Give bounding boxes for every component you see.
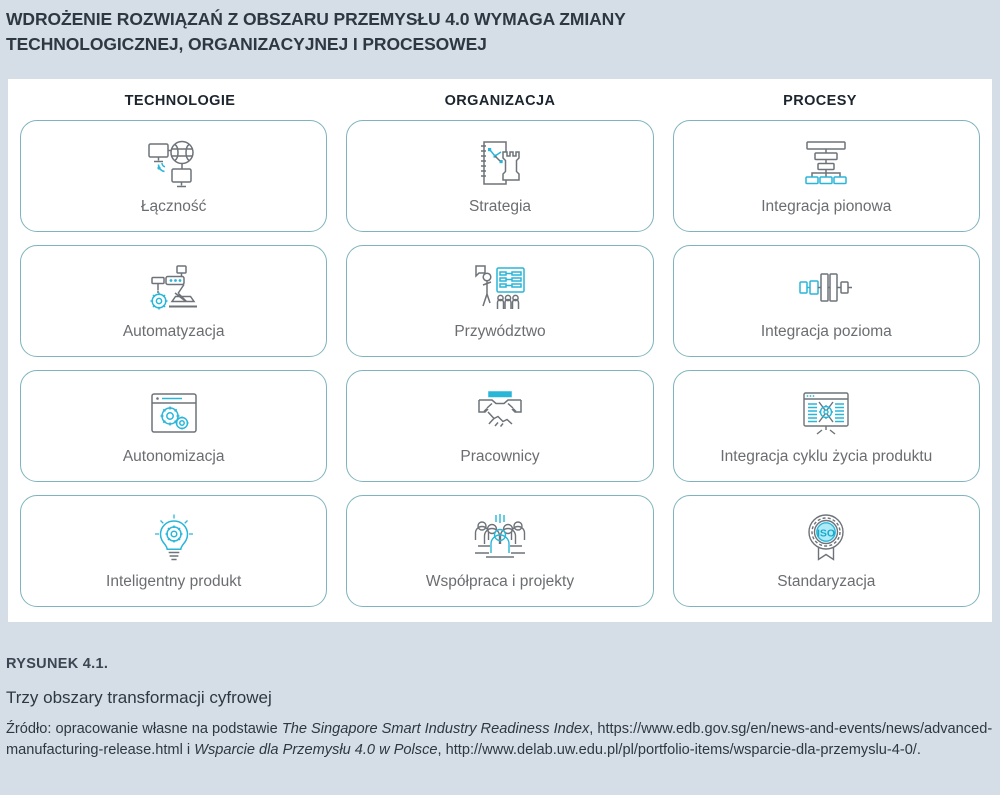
card-wspolpraca-i-projekty[interactable]: Współpraca i projekty xyxy=(346,495,654,607)
card-label: Autonomizacja xyxy=(122,448,225,466)
card-label: Integracja cyklu życia produktu xyxy=(720,448,933,466)
card-label: Pracownicy xyxy=(460,448,540,466)
browser-gears-icon xyxy=(148,387,200,439)
page-title: WDROŻENIE ROZWIĄZAŃ Z OBSZARU PRZEMYSŁU … xyxy=(0,0,1000,57)
card-autonomizacja[interactable]: Autonomizacja xyxy=(20,370,328,482)
card-label: Inteligentny produkt xyxy=(106,573,242,591)
lifecycle-board-icon xyxy=(799,387,853,439)
chess-rook-plan-icon xyxy=(475,137,525,189)
source-title-1: The Singapore Smart Industry Readiness I… xyxy=(281,721,590,737)
cards-grid: Łączność xyxy=(8,109,992,619)
column-technologie: Łączność xyxy=(20,120,328,607)
column-header-technologie: TECHNOLOGIE xyxy=(124,93,236,109)
figure-number: RYSUNEK 4.1. xyxy=(6,656,109,672)
card-integracja-cyklu-zycia-produktu[interactable]: Integracja cyklu życia produktu xyxy=(672,370,980,482)
page-title-line-1: WDROŻENIE ROZWIĄZAŃ Z OBSZARU PRZEMYSŁU … xyxy=(6,9,626,29)
horizontal-flow-icon xyxy=(797,262,855,314)
connectivity-icon xyxy=(145,137,203,189)
column-organizacja: Strategia xyxy=(346,120,654,607)
card-label: Współpraca i projekty xyxy=(425,573,575,591)
svg-text:ISO: ISO xyxy=(817,528,835,540)
column-headers-row: TECHNOLOGIE ORGANIZACJA PROCESY xyxy=(8,79,992,109)
handshake-icon xyxy=(473,387,527,439)
source-prefix: Źródło: opracowanie własne na podstawie xyxy=(6,721,282,737)
card-label: Integracja pozioma xyxy=(760,323,892,341)
card-lacznosc[interactable]: Łączność xyxy=(20,120,328,232)
card-label: Integracja pionowa xyxy=(761,198,892,216)
source-mid-1: , https://www.edb.gov.sg/en/news-and-eve… xyxy=(6,721,993,758)
card-standaryzacja[interactable]: ISO Standaryzacja xyxy=(672,495,980,607)
card-inteligentny-produkt[interactable]: Inteligentny produkt xyxy=(20,495,328,607)
robot-arm-icon xyxy=(147,262,201,314)
team-group-icon xyxy=(472,512,528,564)
column-procesy: Integracja pionowa I xyxy=(672,120,980,607)
card-pracownicy[interactable]: Pracownicy xyxy=(346,370,654,482)
figure-source: Źródło: opracowanie własne na podstawie … xyxy=(6,719,994,761)
card-label: Standaryzacja xyxy=(777,573,876,591)
source-mid-2: , http://www.delab.uw.edu.pl/pl/portfoli… xyxy=(437,742,921,758)
column-header-procesy: PROCESY xyxy=(783,93,857,109)
figure-title: Trzy obszary transformacji cyfrowej xyxy=(6,688,272,707)
card-label: Automatyzacja xyxy=(122,323,225,341)
lightbulb-gear-icon xyxy=(150,512,198,564)
vertical-hierarchy-icon xyxy=(799,137,853,189)
card-automatyzacja[interactable]: Automatyzacja xyxy=(20,245,328,357)
column-header-organizacja: ORGANIZACJA xyxy=(444,93,556,109)
card-label: Strategia xyxy=(468,198,532,216)
presenter-audience-icon xyxy=(473,262,527,314)
figure-caption-block: RYSUNEK 4.1. Trzy obszary transformacji … xyxy=(6,630,994,761)
card-integracja-pionowa[interactable]: Integracja pionowa xyxy=(672,120,980,232)
source-title-2: Wsparcie dla Przemysłu 4.0 w Polsce xyxy=(194,742,438,758)
card-integracja-pozioma[interactable]: Integracja pozioma xyxy=(672,245,980,357)
card-przywodztwo[interactable]: Przywództwo xyxy=(346,245,654,357)
figure-panel: TECHNOLOGIE ORGANIZACJA PROCESY xyxy=(8,79,992,622)
card-label: Łączność xyxy=(140,198,207,216)
card-label: Przywództwo xyxy=(454,323,546,341)
iso-badge-icon: ISO xyxy=(803,512,849,564)
card-strategia[interactable]: Strategia xyxy=(346,120,654,232)
page-title-line-2: TECHNOLOGICZNEJ, ORGANIZACYJNEJ I PROCES… xyxy=(6,33,487,54)
